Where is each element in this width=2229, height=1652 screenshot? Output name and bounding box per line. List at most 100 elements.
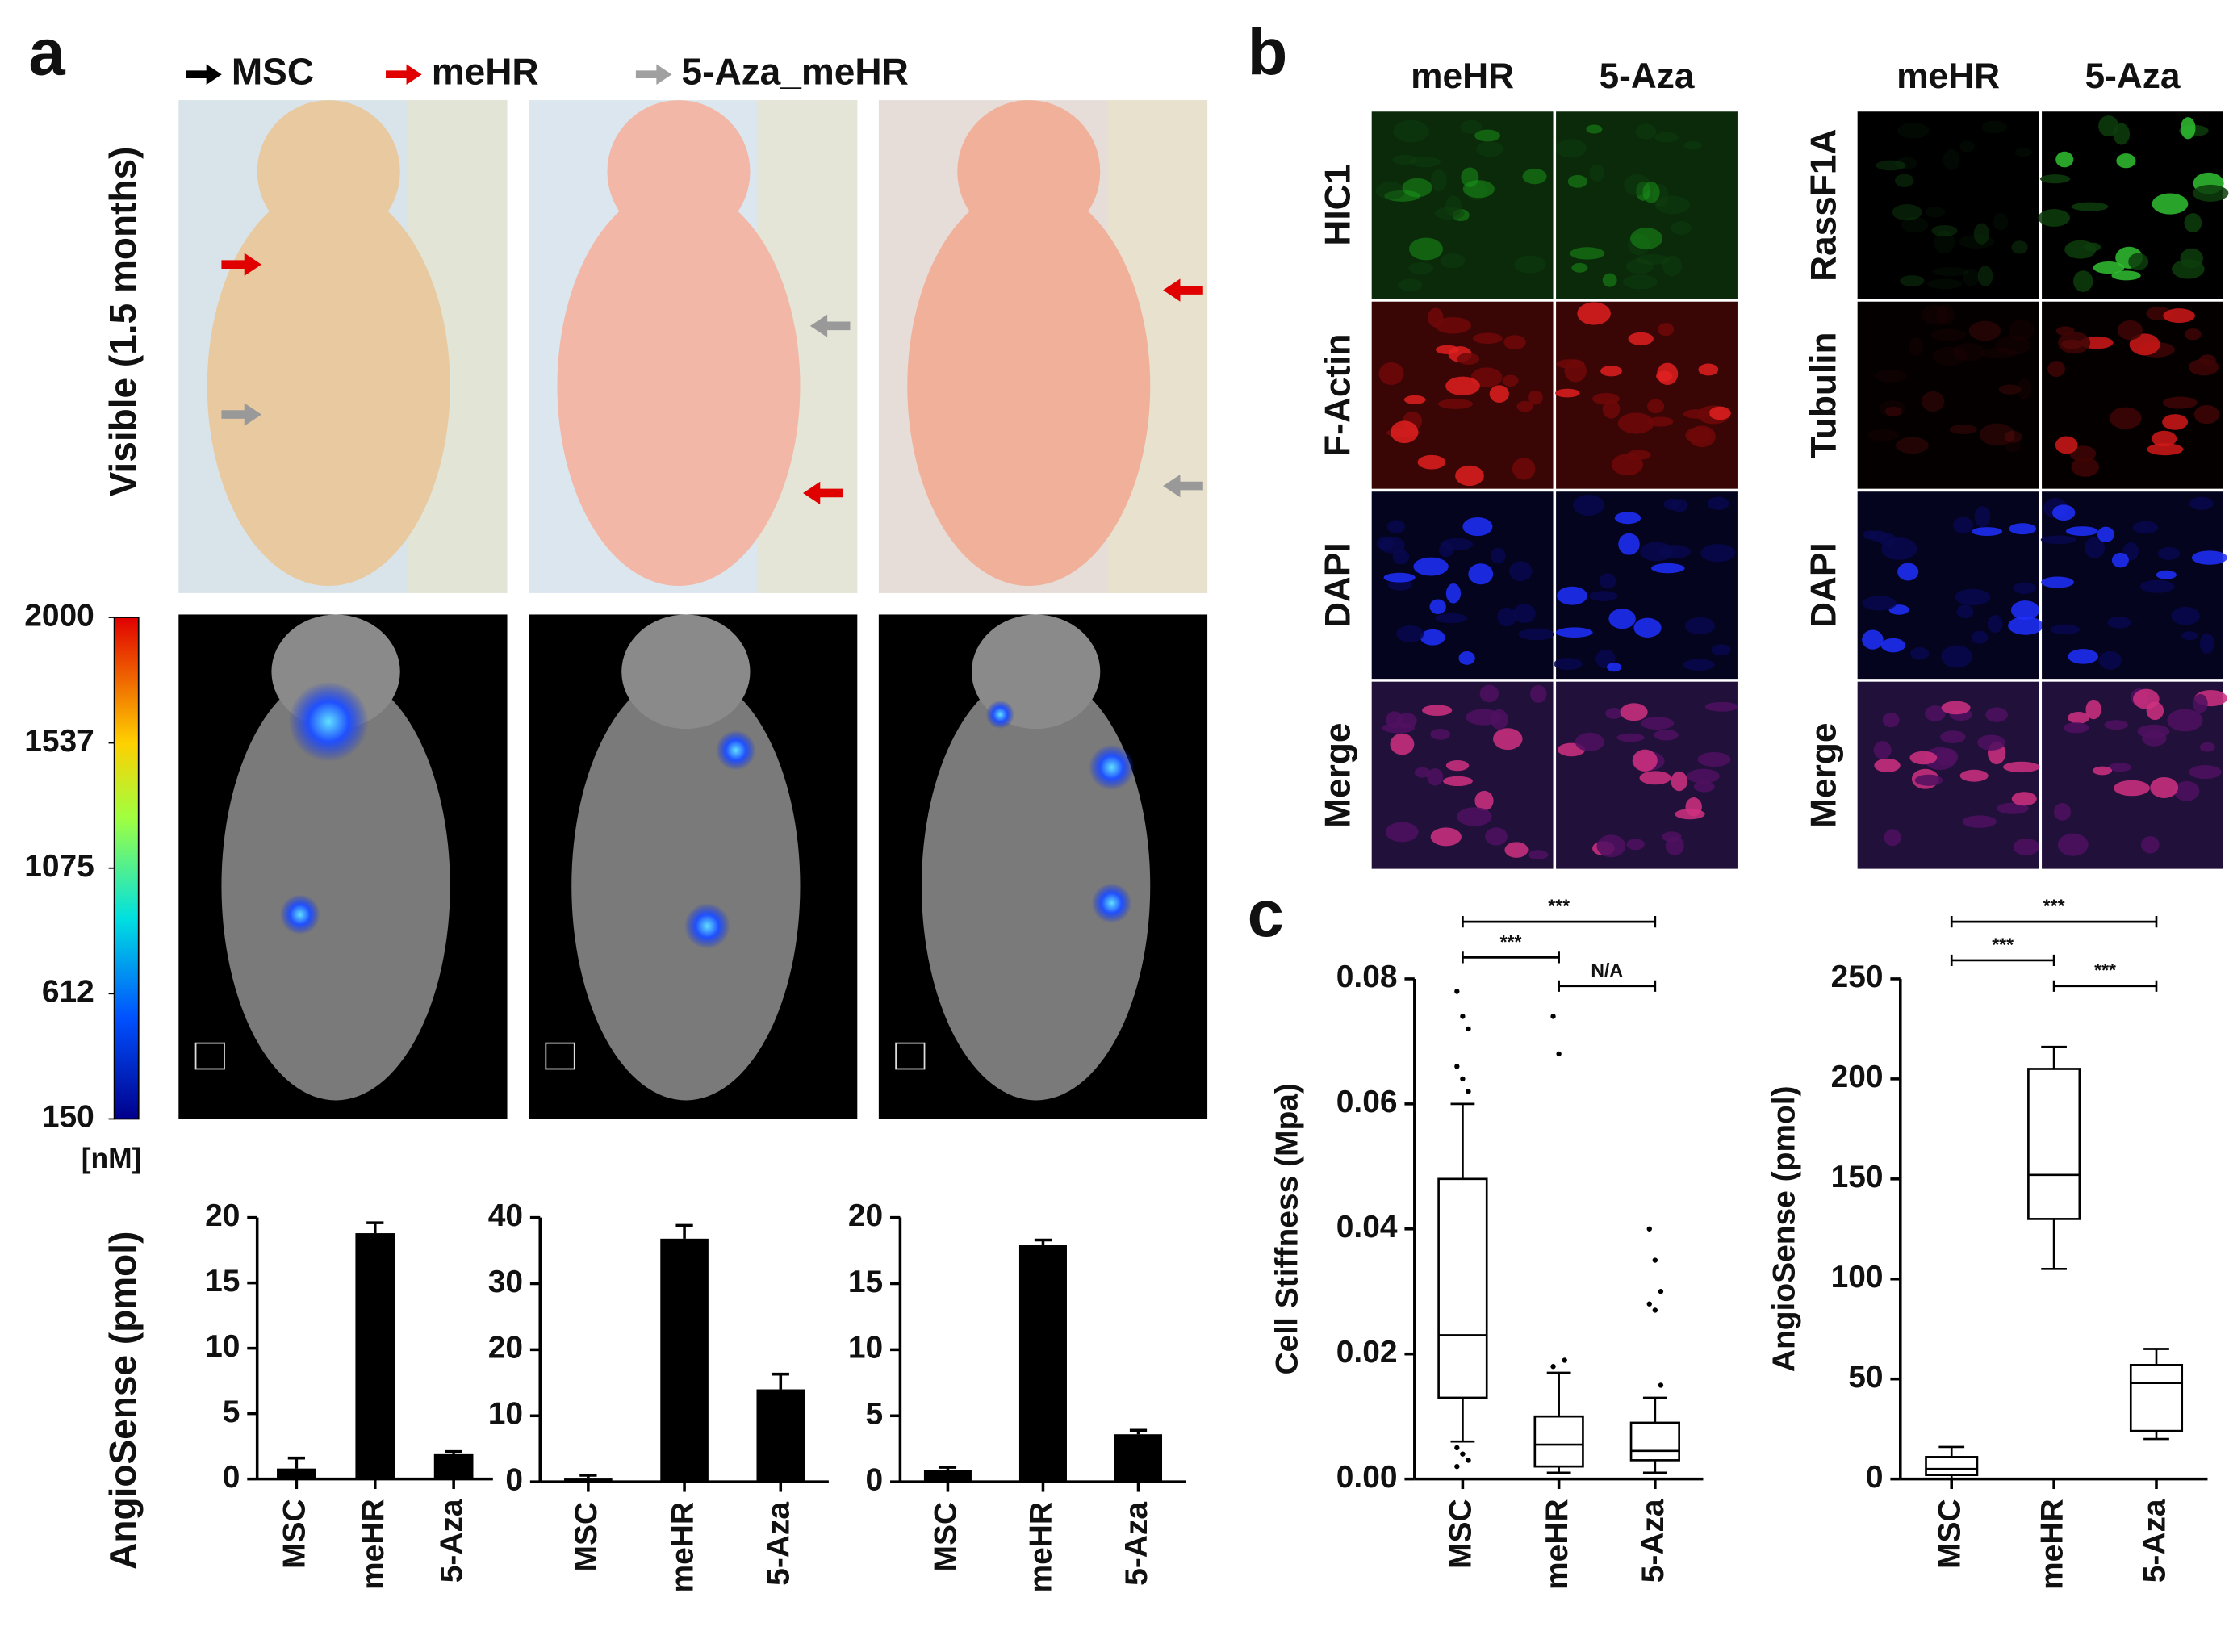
cell [1586,124,1603,134]
error-bar [1034,1238,1052,1246]
cell [2011,240,2028,254]
cell [2068,649,2099,664]
column-header: 5-Aza [1599,56,1694,96]
y-tick-label: 0.06 [1336,1085,1398,1119]
cell [1894,157,1918,170]
cell [2039,174,2071,184]
cell [1941,645,1972,668]
row-label: Visible (1.5 months) [102,147,144,497]
row-header: DAPI [1318,542,1357,628]
cell [1925,705,1946,721]
cell [1941,701,1971,715]
row-header: Merge [1318,722,1357,827]
cell [1503,335,1526,350]
cell [1636,253,1670,266]
cell [1493,728,1523,751]
mouse-head [257,100,400,244]
cell [1429,599,1446,615]
x-tick-label: MSC [1444,1499,1478,1569]
cell [1589,591,1618,601]
arrow [221,253,262,276]
box [1533,1415,1584,1468]
cell [1430,169,1447,192]
significance-bracket [1558,980,1657,992]
cell [1402,178,1432,198]
cell [2137,724,2170,738]
cell [1439,542,1453,558]
arrow [635,64,672,85]
cell [2157,546,2181,560]
cell [2092,766,2113,776]
cell [1922,391,1945,412]
cell [1556,139,1587,158]
cell [1671,499,1688,512]
cell [2073,270,2093,292]
cell [2111,270,2141,281]
cell [2192,184,2229,202]
cell [2163,308,2195,324]
outlier [1460,1451,1466,1457]
cell [1628,332,1654,345]
cell [2191,550,2227,565]
bar [355,1233,395,1479]
cell [1892,203,1922,221]
cell [2010,600,2040,620]
whisker [1450,1397,1475,1443]
cell [2184,213,2202,233]
cell [1684,617,1715,635]
cell [1443,776,1473,787]
error-bar [579,1474,597,1479]
cell [2065,526,2098,536]
cell [1952,517,1973,534]
cell [2152,193,2189,215]
whisker [1642,1460,1667,1474]
outlier [1550,1364,1556,1370]
cell [1512,604,1536,624]
cell [1577,302,1611,325]
y-tick-label: 150 [1831,1160,1884,1194]
cell [1620,703,1648,721]
row-header: DAPI [1804,542,1843,628]
cell [2055,151,2074,168]
y-tick-label: 40 [488,1198,523,1233]
cell [1605,708,1623,719]
y-tick-label: 0 [1866,1460,1884,1495]
cell [1554,658,1583,671]
y-tick-label: 0.04 [1336,1210,1398,1244]
cell [2038,209,2070,227]
cell [1570,247,1605,260]
cell [2140,836,2160,854]
cell [1654,195,1691,215]
y-tick-label: 30 [488,1265,523,1299]
cell [2040,535,2076,545]
colorbar-unit: [nM] [82,1142,142,1174]
y-axis-label: AngioSense (pmol) [102,1232,144,1570]
cell [1987,615,2003,634]
cell [1457,807,1492,826]
cell [1925,207,1946,218]
cell [1873,741,1892,759]
outlier [1454,1463,1460,1470]
significance-bracket [2052,980,2158,992]
bar [660,1238,709,1483]
y-tick-label: 100 [1831,1260,1884,1294]
outlier [1460,1014,1466,1019]
error-bar [675,1223,693,1239]
cell [1979,423,2015,446]
row-header: Tubulin [1804,332,1843,458]
cell [1602,273,1617,287]
cell [1932,267,1969,277]
cell [1687,768,1720,784]
cell [1862,629,1884,650]
cell [1626,839,1645,851]
cell [1573,494,1604,516]
y-axis-label: Cell Stiffness (Mpa) [1269,1083,1304,1374]
cell [1528,390,1543,405]
significance-label: N/A [1591,960,1623,981]
cell [1707,496,1729,510]
cell [1949,425,1978,434]
signal [684,903,730,949]
legend-label: 5-Aza_meHR [682,50,909,92]
cell [1618,533,1640,555]
cell [2093,261,2125,274]
